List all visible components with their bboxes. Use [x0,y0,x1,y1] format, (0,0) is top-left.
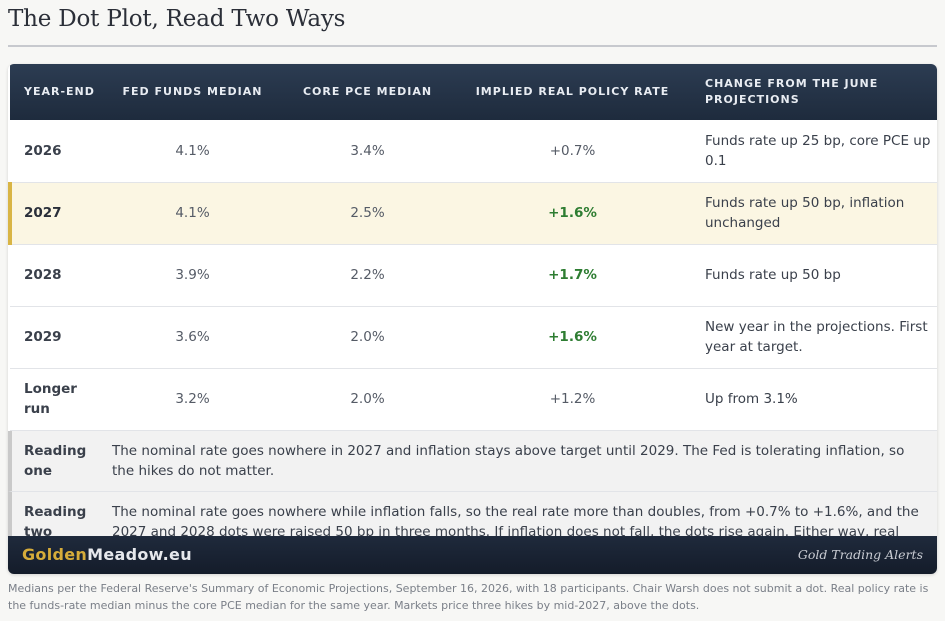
cell-real-rate: +1.7% [548,267,597,283]
table-header-row: YEAR-END FED FUNDS MEDIAN CORE PCE MEDIA… [10,64,937,120]
cell-core-pce: 2.0% [350,329,385,345]
cell-core-pce: 3.4% [350,142,385,159]
cell-fed-funds: 4.1% [175,205,210,221]
header-fed-funds: FED FUNDS MEDIAN [122,85,263,98]
cell-year: 2028 [24,267,62,283]
reading-text: The nominal rate goes nowhere in 2027 an… [112,442,905,479]
title-divider [8,45,937,47]
cell-fed-funds: 4.1% [175,142,210,159]
cell-fed-funds: 3.2% [175,391,210,407]
cell-change: Funds rate up 50 bp [705,267,841,283]
cell-real-rate: +1.2% [549,391,596,407]
table-row: 2029 3.6% 2.0% +1.6% New year in the pro… [10,306,937,368]
cell-change: Funds rate up 25 bp, core PCE up 0.1 [705,132,931,169]
table-row: 2026 4.1% 3.4% +0.7% Funds rate up 25 bp… [10,120,937,182]
table-row: Longer run 3.2% 2.0% +1.2% Up from 3.1% [10,368,937,430]
cell-change: Up from 3.1% [705,391,798,407]
brand-tagline: Gold Trading Alerts [797,547,923,562]
footnote: Medians per the Federal Reserve's Summar… [8,582,929,612]
cell-change: Funds rate up 50 bp, inflation unchanged [705,195,905,231]
table-row: 2028 3.9% 2.2% +1.7% Funds rate up 50 bp [10,244,937,306]
cell-fed-funds: 3.9% [175,267,210,283]
header-change: CHANGE FROM THE JUNE PROJECTIONS [705,77,879,106]
projections-table: YEAR-END FED FUNDS MEDIAN CORE PCE MEDIA… [8,64,937,431]
cell-year: 2026 [24,142,62,159]
reading-one: Reading one The nominal rate goes nowher… [8,430,937,492]
cell-core-pce: 2.5% [350,205,385,221]
brand-footer-bar: GoldenMeadow.eu Gold Trading Alerts [8,536,937,574]
cell-year: Longer run [24,381,77,417]
dot-plot-table-card: YEAR-END FED FUNDS MEDIAN CORE PCE MEDIA… [8,64,937,574]
page-title: The Dot Plot, Read Two Ways [8,6,346,32]
cell-core-pce: 2.2% [350,267,385,283]
header-real-rate: IMPLIED REAL POLICY RATE [475,85,670,98]
table-row-highlighted: 2027 4.1% 2.5% +1.6% Funds rate up 50 bp… [8,182,937,244]
reading-label: Reading two [24,503,87,540]
cell-real-rate: +1.6% [548,205,597,221]
cell-year: 2027 [8,182,110,244]
brand-logo[interactable]: GoldenMeadow.eu [22,545,192,564]
cell-fed-funds: 3.6% [175,329,210,345]
cell-real-rate: +1.6% [548,329,597,345]
header-core-pce: CORE PCE MEDIAN [302,85,433,98]
cell-year: 2029 [24,329,62,345]
brand-logo-rest: Meadow.eu [87,545,192,564]
reading-label: Reading one [24,442,87,479]
cell-core-pce: 2.0% [350,391,385,407]
header-year: YEAR-END [24,85,95,98]
brand-logo-gold: Golden [22,545,88,564]
cell-real-rate: +0.7% [549,142,596,159]
cell-change: New year in the projections. First year … [705,319,928,355]
